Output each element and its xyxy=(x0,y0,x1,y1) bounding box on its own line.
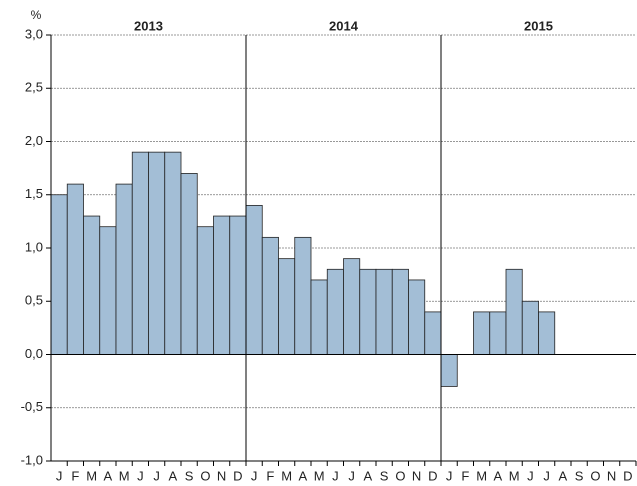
x-tick-label: N xyxy=(217,468,226,483)
x-tick-label: A xyxy=(559,468,568,483)
bar xyxy=(261,236,279,355)
x-tick-label: O xyxy=(590,468,600,483)
year-label: 2015 xyxy=(524,18,553,33)
x-tick-label: M xyxy=(476,468,487,483)
bar xyxy=(66,183,84,355)
x-tick-label: M xyxy=(314,468,325,483)
x-tick-label: F xyxy=(266,468,274,483)
bar xyxy=(229,215,247,355)
y-tick-label: 1,5 xyxy=(25,186,43,201)
bar xyxy=(278,258,296,355)
x-tick-label: A xyxy=(299,468,308,483)
bar xyxy=(180,173,198,355)
bar xyxy=(148,151,166,355)
bar xyxy=(391,268,409,355)
x-tick-label: D xyxy=(233,468,242,483)
x-tick-label: F xyxy=(71,468,79,483)
bar xyxy=(326,268,344,355)
x-tick-label: A xyxy=(364,468,373,483)
y-tick-label: 0,5 xyxy=(25,293,43,308)
x-tick-label: J xyxy=(543,468,550,483)
bar xyxy=(343,258,361,355)
x-tick-label: J xyxy=(56,468,63,483)
y-tick-label: -0,5 xyxy=(21,399,43,414)
x-tick-label: A xyxy=(169,468,178,483)
bar xyxy=(424,311,442,355)
x-tick-label: N xyxy=(412,468,421,483)
x-tick-label: M xyxy=(119,468,130,483)
y-unit-label: % xyxy=(31,8,42,22)
y-tick-label: 0,0 xyxy=(25,346,43,361)
bar xyxy=(99,226,117,355)
y-tick-label: 2,0 xyxy=(25,133,43,148)
bar xyxy=(505,268,523,355)
x-tick-label: O xyxy=(395,468,405,483)
x-tick-label: J xyxy=(153,468,160,483)
bar xyxy=(473,311,491,355)
bar xyxy=(50,194,68,355)
bar xyxy=(294,236,312,355)
bar xyxy=(115,183,133,355)
x-tick-label: D xyxy=(428,468,437,483)
x-tick-label: M xyxy=(509,468,520,483)
x-tick-label: M xyxy=(281,468,292,483)
x-tick-label: J xyxy=(348,468,355,483)
bar xyxy=(408,279,426,355)
x-tick-label: S xyxy=(185,468,194,483)
x-tick-label: O xyxy=(200,468,210,483)
x-tick-label: D xyxy=(623,468,632,483)
x-tick-label: J xyxy=(332,468,339,483)
year-label: 2013 xyxy=(134,18,163,33)
bar xyxy=(213,215,231,355)
bar xyxy=(521,300,539,355)
y-tick-label: 2,5 xyxy=(25,80,43,95)
x-tick-label: F xyxy=(461,468,469,483)
x-tick-label: J xyxy=(527,468,534,483)
bar xyxy=(196,226,214,355)
bar xyxy=(489,311,507,355)
bar xyxy=(131,151,149,355)
x-tick-label: J xyxy=(137,468,144,483)
bar xyxy=(375,268,393,355)
x-tick-label: J xyxy=(446,468,453,483)
year-label: 2014 xyxy=(329,18,359,33)
bar xyxy=(359,268,377,355)
bar xyxy=(83,215,101,355)
x-tick-label: A xyxy=(494,468,503,483)
y-tick-label: -1,0 xyxy=(21,452,43,467)
bar xyxy=(310,279,328,355)
bar xyxy=(440,354,458,387)
y-tick-label: 1,0 xyxy=(25,239,43,254)
x-tick-label: N xyxy=(607,468,616,483)
x-tick-label: J xyxy=(251,468,258,483)
x-tick-label: S xyxy=(380,468,389,483)
bar xyxy=(245,204,263,355)
y-tick-label: 3,0 xyxy=(25,26,43,41)
bar xyxy=(538,311,556,355)
x-tick-label: M xyxy=(86,468,97,483)
x-tick-label: S xyxy=(575,468,584,483)
bar xyxy=(164,151,182,355)
x-tick-label: A xyxy=(104,468,113,483)
